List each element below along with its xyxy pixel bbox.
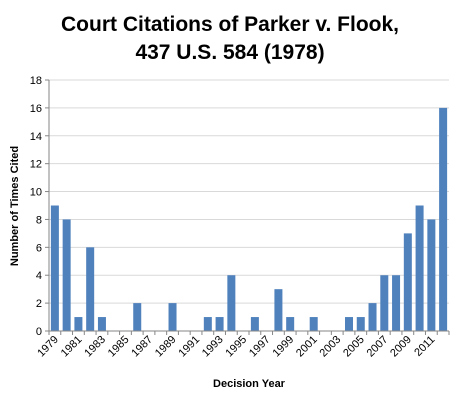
bars	[50, 107, 448, 331]
y-axis-label: Number of Times Cited	[9, 146, 21, 266]
y-tick-label: 2	[36, 298, 42, 310]
y-tick-label: 6	[36, 242, 42, 254]
bar-2004	[345, 317, 353, 331]
x-tick-label: 1989	[153, 334, 179, 360]
bar-2010	[415, 205, 424, 331]
bar-2012	[439, 107, 448, 331]
gridlines	[49, 79, 449, 304]
x-tick-label: 1997	[247, 334, 273, 360]
bar-2005	[356, 317, 365, 331]
bar-1998	[274, 289, 283, 331]
bar-2011	[427, 219, 436, 331]
chart-subtitle: 437 U.S. 584 (1978)	[135, 41, 324, 64]
x-tick-label: 2003	[318, 334, 344, 360]
x-tick-label: 1985	[106, 334, 132, 360]
x-axis-ticks: 1979198119831985198719891991199319951997…	[35, 331, 450, 360]
y-tick-label: 18	[30, 75, 42, 87]
x-tick-label: 1991	[176, 334, 202, 360]
y-tick-label: 14	[30, 131, 42, 143]
x-tick-label: 1993	[200, 334, 226, 360]
bar-2006	[368, 303, 377, 331]
bar-1980	[62, 219, 71, 331]
bar-1989	[168, 303, 177, 331]
bar-2008	[392, 275, 401, 331]
bar-2009	[403, 233, 412, 331]
x-tick-label: 2011	[412, 334, 437, 359]
bar-1982	[86, 247, 95, 331]
x-tick-label: 1987	[129, 334, 155, 360]
y-tick-label: 16	[30, 103, 42, 115]
chart-title: Court Citations of Parker v. Flook,	[61, 13, 399, 36]
bar-1994	[227, 275, 236, 331]
bar-1983	[97, 317, 106, 331]
x-tick-label: 1999	[270, 334, 296, 360]
y-tick-label: 0	[36, 326, 42, 338]
bar-1999	[286, 317, 295, 331]
x-axis-label: Decision Year	[213, 378, 286, 390]
y-tick-label: 4	[36, 270, 42, 282]
x-tick-label: 1983	[82, 334, 108, 360]
y-tick-label: 8	[36, 214, 42, 226]
bar-1993	[215, 317, 224, 331]
x-tick-label: 2007	[365, 334, 391, 360]
bar-1986	[133, 303, 142, 331]
x-tick-label: 2001	[294, 334, 320, 360]
bar-2001	[309, 317, 318, 331]
x-tick-label: 1981	[59, 334, 85, 360]
bar-1979	[50, 205, 59, 331]
bar-2007	[380, 275, 389, 331]
y-axis-ticks: 0 2 4 6 8 10 12 14 16 18	[30, 75, 49, 338]
x-tick-label: 2009	[388, 334, 414, 360]
y-tick-label: 10	[30, 187, 42, 199]
bar-1981	[74, 317, 83, 331]
x-tick-label: 1995	[223, 334, 249, 360]
y-tick-label: 12	[30, 159, 42, 171]
bar-1996	[250, 317, 259, 331]
x-tick-label: 2005	[341, 334, 367, 360]
bar-1992	[203, 317, 212, 331]
